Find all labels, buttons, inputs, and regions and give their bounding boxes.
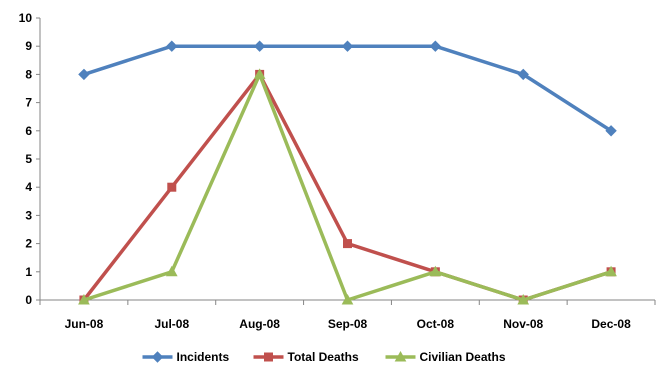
data-point-incidents <box>429 40 442 52</box>
y-tick-label: 7 <box>25 96 32 110</box>
legend-marker <box>394 350 407 362</box>
legend-label: Civilian Deaths <box>420 350 506 364</box>
data-point-incidents <box>341 40 354 52</box>
legend-label: Total Deaths <box>288 350 359 364</box>
y-tick-label: 9 <box>25 39 32 53</box>
series-line-incidents <box>82 44 613 133</box>
data-point-incidents <box>166 40 178 52</box>
legend-marker <box>151 351 164 363</box>
y-tick-label: 0 <box>25 293 32 307</box>
y-tick-label: 3 <box>25 208 32 222</box>
series-line-total-deaths <box>82 72 613 302</box>
y-tick-label: 1 <box>25 265 32 279</box>
data-point-total-deaths <box>343 239 352 249</box>
data-point-incidents <box>78 68 90 81</box>
x-tick-label: Jul-08 <box>154 317 189 331</box>
y-tick-label: 10 <box>19 11 33 25</box>
x-tick-label: Nov-08 <box>503 317 543 331</box>
x-tick-label: Jun-08 <box>65 317 104 331</box>
legend-marker <box>264 352 273 362</box>
data-point-civilian-deaths <box>517 293 530 305</box>
series-total-deaths <box>79 69 616 305</box>
y-tick-label: 4 <box>25 180 32 194</box>
data-point-incidents <box>253 40 266 52</box>
y-tick-label: 8 <box>25 67 32 81</box>
y-tick-label: 6 <box>25 124 32 138</box>
legend: Incidents Total Deaths Civilian Deaths <box>142 350 506 364</box>
series-incidents <box>78 40 617 137</box>
legend-item-total-deaths: Total Deaths <box>253 350 359 364</box>
data-point-incidents <box>605 125 617 137</box>
legend-label: Incidents <box>177 350 230 364</box>
data-point-civilian-deaths <box>605 265 617 277</box>
data-point-civilian-deaths <box>78 293 90 305</box>
series-layer <box>78 40 617 305</box>
data-point-civilian-deaths <box>165 265 178 277</box>
legend-item-civilian-deaths: Civilian Deaths <box>385 350 506 364</box>
series-line-civilian-deaths <box>82 72 613 302</box>
data-point-civilian-deaths <box>429 265 442 277</box>
data-point-civilian-deaths <box>341 293 354 305</box>
legend-item-incidents: Incidents <box>142 350 230 364</box>
y-tick-label: 2 <box>25 237 32 251</box>
x-axis: Jun-08 Jul-08 Aug-08 Sep-08 Oct-08 Nov-08 Dec-… <box>39 299 656 331</box>
y-tick-label: 5 <box>25 152 32 166</box>
data-point-civilian-deaths <box>253 68 266 79</box>
x-tick-label: Aug-08 <box>239 317 280 331</box>
y-axis: 0 1 2 3 4 5 6 7 8 9 10 <box>19 11 41 307</box>
series-civilian-deaths <box>78 68 617 305</box>
x-tick-label: Oct-08 <box>417 317 455 331</box>
data-point-incidents <box>517 68 529 81</box>
x-tick-label: Sep-08 <box>328 317 368 331</box>
x-tick-label: Dec-08 <box>591 317 631 331</box>
data-point-total-deaths <box>167 182 177 192</box>
